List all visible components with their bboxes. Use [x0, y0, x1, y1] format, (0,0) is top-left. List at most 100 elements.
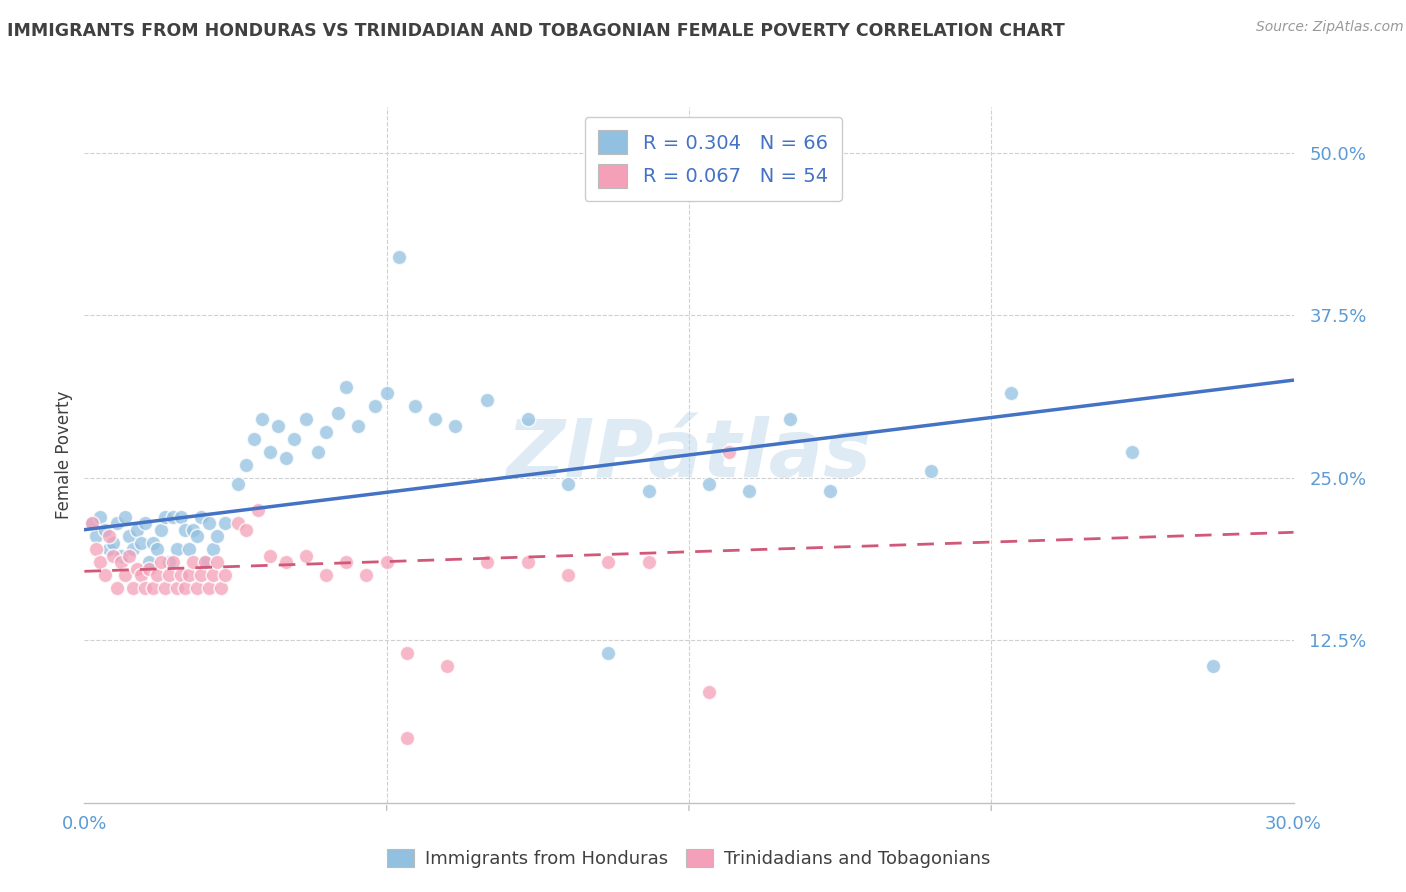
Point	[307, 444, 329, 458]
Point	[818, 483, 841, 498]
Point	[198, 516, 221, 531]
Point	[259, 444, 281, 458]
Point	[190, 568, 212, 582]
Point	[129, 535, 152, 549]
Point	[295, 549, 318, 563]
Point	[557, 477, 579, 491]
Point	[89, 555, 111, 569]
Point	[516, 412, 538, 426]
Y-axis label: Female Poverty: Female Poverty	[55, 391, 73, 519]
Point	[214, 516, 236, 531]
Point	[142, 581, 165, 595]
Legend: Immigrants from Honduras, Trinidadians and Tobagonians: Immigrants from Honduras, Trinidadians a…	[378, 840, 1000, 877]
Point	[82, 516, 104, 531]
Point	[121, 542, 143, 557]
Point	[110, 549, 132, 563]
Point	[267, 418, 290, 433]
Point	[1202, 659, 1225, 673]
Point	[142, 535, 165, 549]
Point	[347, 418, 370, 433]
Point	[1000, 386, 1022, 401]
Point	[598, 555, 620, 569]
Text: IMMIGRANTS FROM HONDURAS VS TRINIDADIAN AND TOBAGONIAN FEMALE POVERTY CORRELATIO: IMMIGRANTS FROM HONDURAS VS TRINIDADIAN …	[7, 22, 1064, 40]
Point	[190, 509, 212, 524]
Point	[718, 444, 741, 458]
Point	[101, 549, 124, 563]
Point	[779, 412, 801, 426]
Point	[226, 477, 249, 491]
Point	[129, 568, 152, 582]
Point	[637, 483, 659, 498]
Point	[179, 542, 201, 557]
Point	[259, 549, 281, 563]
Point	[186, 581, 208, 595]
Point	[315, 425, 337, 439]
Point	[97, 529, 120, 543]
Point	[235, 523, 257, 537]
Point	[477, 555, 499, 569]
Point	[516, 555, 538, 569]
Point	[170, 509, 193, 524]
Point	[118, 529, 141, 543]
Point	[138, 562, 160, 576]
Point	[207, 529, 229, 543]
Point	[181, 523, 204, 537]
Point	[162, 509, 184, 524]
Point	[356, 568, 378, 582]
Point	[274, 451, 297, 466]
Point	[444, 418, 467, 433]
Point	[93, 523, 115, 537]
Point	[149, 555, 172, 569]
Point	[153, 581, 176, 595]
Point	[174, 523, 197, 537]
Point	[138, 555, 160, 569]
Point	[118, 549, 141, 563]
Point	[121, 581, 143, 595]
Point	[557, 568, 579, 582]
Point	[697, 477, 720, 491]
Point	[335, 555, 357, 569]
Point	[637, 555, 659, 569]
Point	[125, 523, 148, 537]
Point	[114, 509, 136, 524]
Point	[920, 464, 942, 478]
Point	[114, 568, 136, 582]
Point	[166, 542, 188, 557]
Point	[153, 509, 176, 524]
Point	[105, 516, 128, 531]
Point	[242, 432, 264, 446]
Point	[404, 399, 426, 413]
Point	[363, 399, 385, 413]
Point	[82, 516, 104, 531]
Point	[295, 412, 318, 426]
Point	[697, 685, 720, 699]
Point	[166, 581, 188, 595]
Point	[146, 568, 169, 582]
Point	[235, 458, 257, 472]
Point	[181, 555, 204, 569]
Point	[105, 581, 128, 595]
Point	[157, 568, 180, 582]
Point	[134, 516, 156, 531]
Point	[174, 581, 197, 595]
Point	[226, 516, 249, 531]
Point	[202, 568, 225, 582]
Text: Source: ZipAtlas.com: Source: ZipAtlas.com	[1256, 20, 1403, 34]
Point	[134, 581, 156, 595]
Point	[202, 542, 225, 557]
Point	[162, 555, 184, 569]
Point	[89, 509, 111, 524]
Point	[209, 581, 232, 595]
Point	[214, 568, 236, 582]
Point	[194, 555, 217, 569]
Point	[86, 542, 108, 557]
Point	[207, 555, 229, 569]
Point	[423, 412, 446, 426]
Point	[436, 659, 458, 673]
Point	[149, 523, 172, 537]
Point	[315, 568, 337, 582]
Point	[146, 542, 169, 557]
Point	[375, 555, 398, 569]
Point	[477, 392, 499, 407]
Point	[328, 406, 350, 420]
